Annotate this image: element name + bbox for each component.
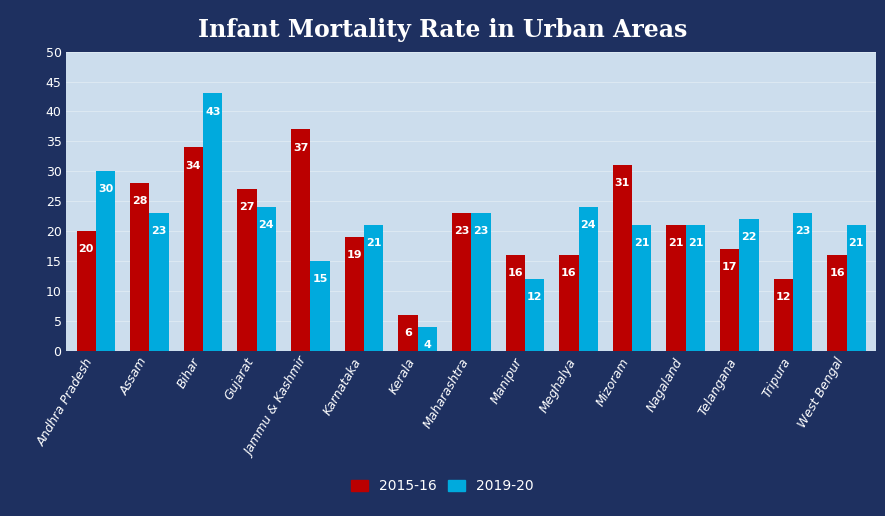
Bar xyxy=(311,261,330,351)
Bar xyxy=(398,315,418,351)
Text: 23: 23 xyxy=(795,227,811,236)
Bar xyxy=(130,183,150,351)
Bar xyxy=(720,249,739,351)
Bar xyxy=(579,207,598,351)
Text: 17: 17 xyxy=(722,262,737,272)
Bar xyxy=(505,255,525,351)
Text: 27: 27 xyxy=(239,202,255,213)
Text: 28: 28 xyxy=(132,197,148,206)
Bar xyxy=(612,165,632,351)
Bar xyxy=(237,189,257,351)
Bar xyxy=(525,279,544,351)
Bar xyxy=(96,171,115,351)
Bar xyxy=(686,225,705,351)
Bar xyxy=(632,225,651,351)
Bar xyxy=(184,148,204,351)
Text: 21: 21 xyxy=(688,238,704,248)
Text: 12: 12 xyxy=(527,292,543,302)
Bar xyxy=(364,225,383,351)
Text: 31: 31 xyxy=(615,179,630,188)
Text: 21: 21 xyxy=(849,238,864,248)
Bar xyxy=(150,213,169,351)
Text: 37: 37 xyxy=(293,142,308,153)
Text: 30: 30 xyxy=(98,185,113,195)
Bar xyxy=(471,213,490,351)
Text: 6: 6 xyxy=(404,328,412,338)
Text: 16: 16 xyxy=(507,268,523,278)
Text: 20: 20 xyxy=(79,245,94,254)
Bar xyxy=(739,219,758,351)
Text: 23: 23 xyxy=(454,227,469,236)
Bar xyxy=(847,225,866,351)
Text: 22: 22 xyxy=(742,232,757,243)
Text: 23: 23 xyxy=(473,227,489,236)
Bar xyxy=(344,237,364,351)
Text: 24: 24 xyxy=(581,220,596,230)
Bar xyxy=(204,93,222,351)
Legend: 2015-16, 2019-20: 2015-16, 2019-20 xyxy=(346,474,539,499)
Bar xyxy=(291,130,311,351)
Text: Infant Mortality Rate in Urban Areas: Infant Mortality Rate in Urban Areas xyxy=(198,18,687,42)
Bar xyxy=(418,327,437,351)
Text: 12: 12 xyxy=(775,292,791,302)
Text: 24: 24 xyxy=(258,220,274,230)
Text: 43: 43 xyxy=(205,107,220,117)
Text: 23: 23 xyxy=(151,227,167,236)
Text: 16: 16 xyxy=(829,268,845,278)
Text: 19: 19 xyxy=(347,250,362,260)
Text: 21: 21 xyxy=(668,238,684,248)
Bar xyxy=(77,231,96,351)
Bar xyxy=(773,279,793,351)
Bar xyxy=(827,255,847,351)
Text: 4: 4 xyxy=(423,340,431,350)
Text: 16: 16 xyxy=(561,268,577,278)
Text: 15: 15 xyxy=(312,275,327,284)
Text: 21: 21 xyxy=(634,238,650,248)
Text: 21: 21 xyxy=(366,238,381,248)
Bar xyxy=(257,207,276,351)
Bar xyxy=(559,255,579,351)
Bar xyxy=(793,213,812,351)
Bar xyxy=(666,225,686,351)
Text: 34: 34 xyxy=(186,160,201,170)
Bar xyxy=(452,213,471,351)
